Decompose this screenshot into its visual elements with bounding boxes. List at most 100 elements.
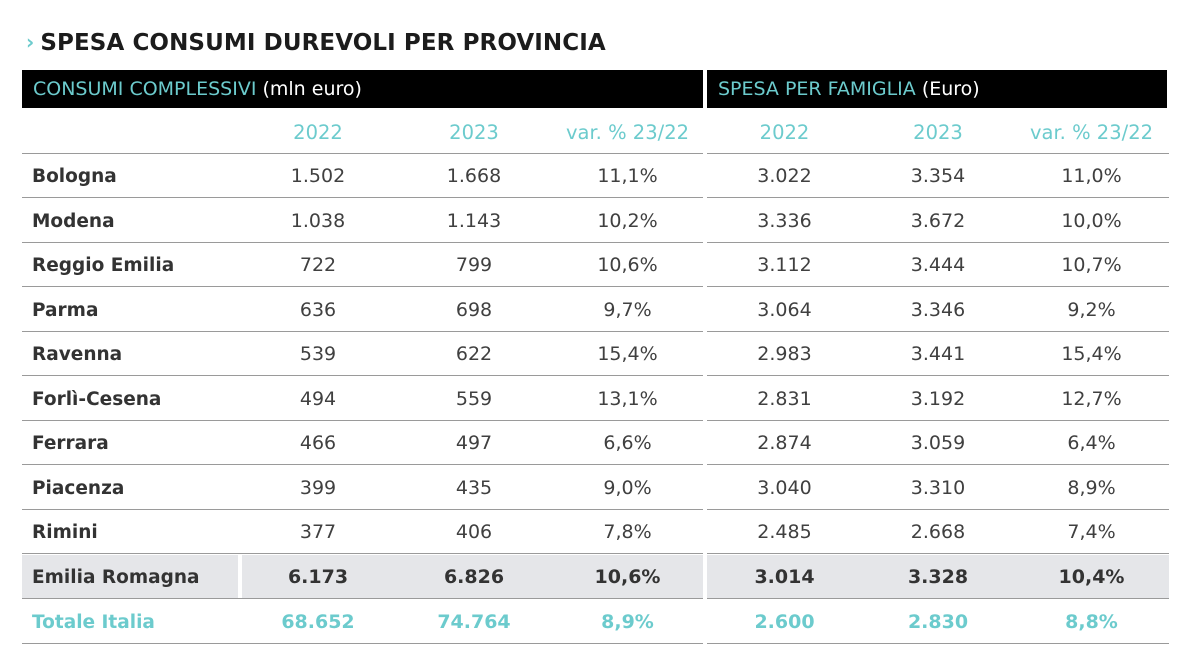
row-divider bbox=[22, 242, 703, 243]
table-cell: 2.600 bbox=[754, 611, 815, 633]
table-cell: 3.444 bbox=[910, 254, 966, 276]
table-cell: 559 bbox=[455, 388, 493, 410]
table-row: Bologna 1.502 1.668 11,1% 3.022 3.354 11,0% bbox=[0, 154, 1196, 198]
table-row: Piacenza 399 435 9,0% 3.040 3.310 8,9% bbox=[0, 466, 1196, 510]
table-cell: 8,8% bbox=[1065, 611, 1118, 633]
table-cell: 9,2% bbox=[1067, 299, 1116, 321]
table-cell: 7,8% bbox=[603, 521, 652, 543]
row-divider bbox=[707, 331, 1169, 332]
table-cell: 10,6% bbox=[597, 254, 658, 276]
province-name: Ravenna bbox=[32, 343, 123, 365]
row-divider bbox=[22, 553, 703, 554]
province-name: Rimini bbox=[32, 521, 98, 543]
table-cell: 10,0% bbox=[1061, 210, 1122, 232]
page-title-text: SPESA CONSUMI DUREVOLI PER PROVINCIA bbox=[40, 30, 606, 56]
region-total-row: Emilia Romagna 6.173 6.826 10,6% 3.014 3.328 1… bbox=[0, 555, 1196, 599]
table-cell: 3.112 bbox=[757, 254, 812, 276]
row-divider bbox=[707, 286, 1169, 287]
table-cell: 435 bbox=[455, 477, 493, 499]
province-name: Totale Italia bbox=[32, 611, 155, 633]
column-header: 2022 bbox=[759, 120, 810, 144]
row-shade bbox=[22, 555, 238, 598]
table-cell: 9,7% bbox=[603, 299, 652, 321]
table-cell: 10,4% bbox=[1058, 566, 1125, 588]
row-divider bbox=[707, 197, 1169, 198]
table-cell: 6.173 bbox=[287, 566, 349, 588]
table-cell: 722 bbox=[299, 254, 337, 276]
table-cell: 10,2% bbox=[597, 210, 658, 232]
province-name: Reggio Emilia bbox=[32, 254, 175, 276]
table-cell: 11,1% bbox=[597, 165, 658, 187]
table-cell: 1.502 bbox=[290, 165, 346, 187]
table-cell: 7,4% bbox=[1067, 521, 1116, 543]
table-cell: 698 bbox=[455, 299, 493, 321]
table-row: Ravenna 539 622 15,4% 2.983 3.441 15,4% bbox=[0, 332, 1196, 376]
row-divider bbox=[22, 598, 703, 599]
row-divider bbox=[707, 153, 1169, 154]
table-cell: 3.192 bbox=[910, 388, 966, 410]
table-cell: 15,4% bbox=[597, 343, 658, 365]
row-divider bbox=[707, 464, 1169, 465]
column-header: 2023 bbox=[913, 120, 963, 144]
table-cell: 3.346 bbox=[910, 299, 966, 321]
row-divider bbox=[22, 331, 703, 332]
table-row: Rimini 377 406 7,8% 2.485 2.668 7,4% bbox=[0, 510, 1196, 554]
row-divider bbox=[22, 197, 703, 198]
table-row: Parma 636 698 9,7% 3.064 3.346 9,2% bbox=[0, 288, 1196, 332]
table-cell: 3.064 bbox=[757, 299, 812, 321]
province-name: Parma bbox=[32, 299, 99, 321]
province-name: Piacenza bbox=[32, 477, 125, 499]
table-cell: 799 bbox=[455, 254, 493, 276]
section-header-consumi: CONSUMI COMPLESSIVI (mln euro) bbox=[22, 70, 703, 108]
row-divider bbox=[22, 153, 703, 154]
row-divider bbox=[707, 643, 1169, 644]
table-cell: 539 bbox=[299, 343, 337, 365]
row-divider bbox=[22, 420, 703, 421]
table-cell: 10,7% bbox=[1061, 254, 1122, 276]
row-shade bbox=[242, 555, 703, 598]
province-name: Forlì-Cesena bbox=[32, 388, 162, 410]
table-row: Modena 1.038 1.143 10,2% 3.336 3.672 10,0% bbox=[0, 199, 1196, 243]
row-divider bbox=[707, 509, 1169, 510]
italy-total-row: Totale Italia 68.652 74.764 8,9% 2.600 2.830 8… bbox=[0, 600, 1196, 644]
table-cell: 68.652 bbox=[281, 611, 355, 633]
province-name: Emilia Romagna bbox=[32, 566, 200, 588]
table-cell: 3.040 bbox=[757, 477, 812, 499]
section-unit-spesa: (Euro) bbox=[921, 78, 980, 100]
chevron-right-icon: › bbox=[26, 30, 35, 54]
table-cell: 13,1% bbox=[597, 388, 658, 410]
table-cell: 3.672 bbox=[910, 210, 966, 232]
table-cell: 6.826 bbox=[443, 566, 505, 588]
table-cell: 8,9% bbox=[1067, 477, 1116, 499]
table-cell: 15,4% bbox=[1061, 343, 1122, 365]
row-divider bbox=[707, 375, 1169, 376]
column-header: 2022 bbox=[293, 120, 343, 144]
table-row: Forlì-Cesena 494 559 13,1% 2.831 3.192 12,7% bbox=[0, 377, 1196, 421]
table-cell: 497 bbox=[455, 432, 493, 454]
province-name: Modena bbox=[32, 210, 115, 232]
table-cell: 11,0% bbox=[1061, 165, 1122, 187]
table-cell: 2.668 bbox=[910, 521, 966, 543]
table-cell: 6,4% bbox=[1067, 432, 1116, 454]
table-cell: 3.022 bbox=[757, 165, 812, 187]
table-cell: 494 bbox=[299, 388, 337, 410]
table-row: Ferrara 466 497 6,6% 2.874 3.059 6,4% bbox=[0, 421, 1196, 465]
table-cell: 636 bbox=[299, 299, 337, 321]
table-cell: 8,9% bbox=[601, 611, 654, 633]
table-cell: 2.874 bbox=[757, 432, 812, 454]
table-cell: 3.059 bbox=[910, 432, 966, 454]
row-divider bbox=[22, 464, 703, 465]
row-divider bbox=[707, 598, 1169, 599]
page-title: › SPESA CONSUMI DUREVOLI PER PROVINCIA bbox=[26, 27, 606, 59]
row-divider bbox=[22, 375, 703, 376]
table-cell: 9,0% bbox=[603, 477, 652, 499]
row-divider bbox=[22, 286, 703, 287]
column-header: var. % 23/22 bbox=[1029, 120, 1154, 144]
section-header-spesa: SPESA PER FAMIGLIA (Euro) bbox=[707, 70, 1167, 108]
table-cell: 2.485 bbox=[757, 521, 812, 543]
table-cell: 74.764 bbox=[437, 611, 511, 633]
table-cell: 2.831 bbox=[757, 388, 812, 410]
table-row: Reggio Emilia 722 799 10,6% 3.112 3.444 10,7% bbox=[0, 243, 1196, 287]
table-cell: 3.336 bbox=[757, 210, 812, 232]
section-unit-consumi: (mln euro) bbox=[262, 78, 362, 100]
